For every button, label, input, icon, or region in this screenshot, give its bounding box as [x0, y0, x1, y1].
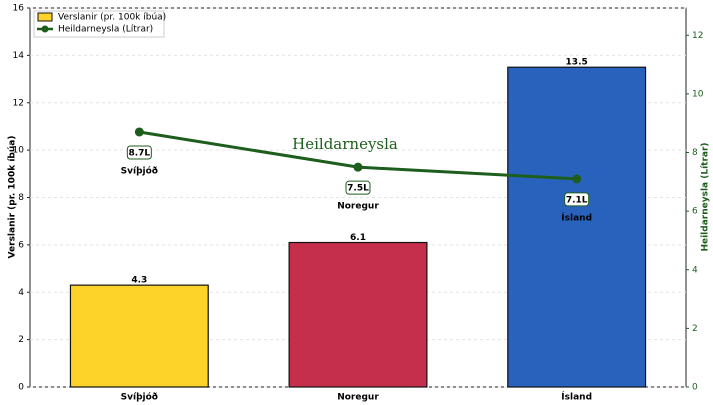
point-label: 8.7L: [128, 148, 150, 158]
legend-label: Heildarneysla (Lítrar): [58, 25, 153, 35]
bar-value-label: 13.5: [566, 58, 588, 68]
bar: [288, 241, 428, 388]
bar: [507, 66, 647, 388]
point-category-label: Ísland: [561, 211, 592, 223]
y2-tick-label: 2: [692, 324, 698, 334]
legend-swatch: [37, 12, 53, 22]
x-tick-label: Noregur: [337, 393, 379, 403]
y2-tick-label: 6: [692, 207, 698, 217]
y2-axis-label: Heildarneysla (Lítrar): [701, 142, 711, 251]
bar: [69, 284, 209, 388]
y-tick-label: 10: [13, 146, 25, 156]
y2-tick-label: 0: [692, 383, 698, 393]
y2-tick-label: 12: [692, 31, 703, 41]
y2-tick-label: 10: [692, 89, 704, 99]
bar-value-label: 6.1: [350, 233, 366, 243]
annotation: Heildarneysla: [292, 135, 398, 153]
x-tick-label: Ísland: [561, 391, 592, 403]
legend-box: [33, 10, 165, 38]
line-point: [353, 162, 363, 172]
line-point: [572, 174, 582, 184]
y-tick-label: 2: [18, 335, 24, 345]
point-category-label: Svíþjóð: [121, 165, 158, 176]
y-tick-label: 0: [18, 383, 24, 393]
point-label: 7.1L: [566, 195, 588, 205]
x-tick-label: Svíþjóð: [121, 392, 158, 403]
y-tick-label: 16: [13, 4, 25, 14]
legend-label: Verslanir (pr. 100k íbúa): [58, 13, 166, 23]
line-point: [134, 127, 144, 137]
bar-value-label: 4.3: [131, 276, 147, 286]
y2-tick-label: 4: [692, 265, 698, 275]
point-label: 7.5L: [347, 184, 369, 194]
y-axis-label: Verslanir (pr. 100k íbúa): [8, 136, 18, 259]
y-tick-label: 4: [18, 288, 24, 298]
y-tick-label: 6: [18, 240, 24, 250]
point-label-box: [564, 192, 590, 207]
y2-tick-label: 8: [692, 148, 698, 158]
y-tick-label: 12: [13, 98, 24, 108]
point-label-box: [345, 180, 371, 195]
y-tick-label: 14: [13, 51, 25, 61]
legend-marker: [41, 25, 49, 33]
point-label-box: [126, 145, 152, 160]
point-category-label: Noregur: [337, 202, 379, 212]
y-tick-label: 8: [18, 193, 24, 203]
